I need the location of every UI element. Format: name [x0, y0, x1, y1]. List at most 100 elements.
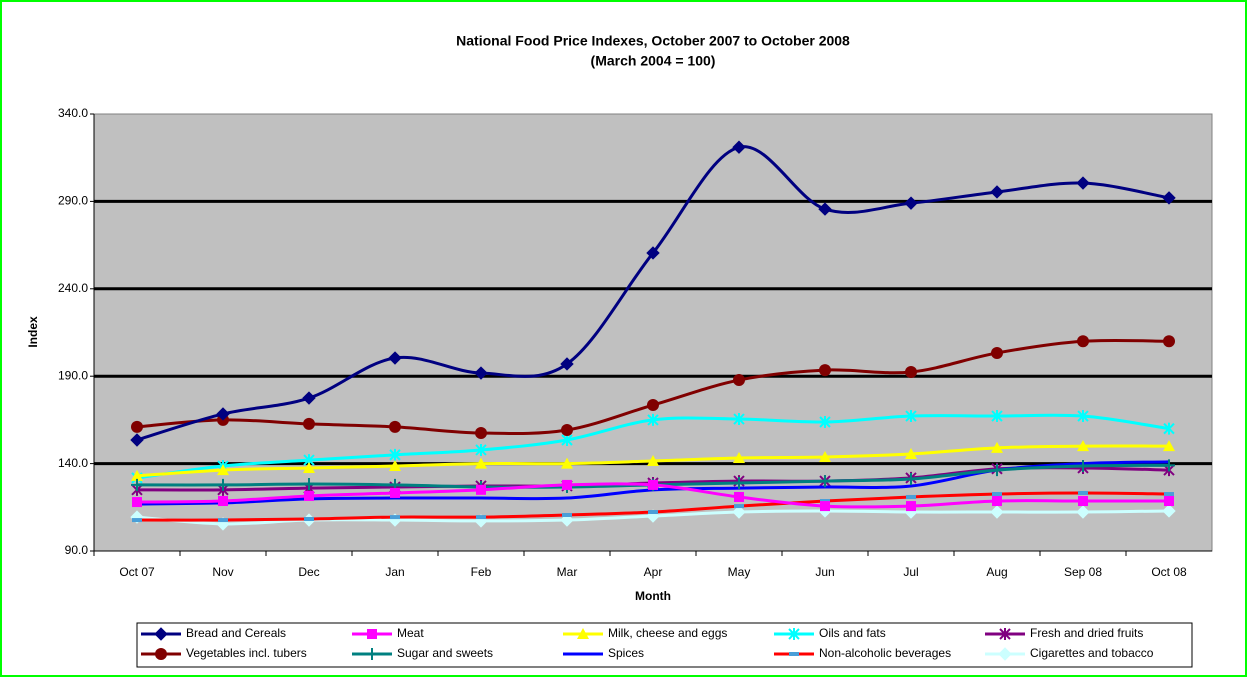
legend-marker: [998, 647, 1012, 661]
legend-label: Non-alcoholic beverages: [819, 646, 951, 660]
x-tick-label: Sep 08: [1064, 565, 1102, 579]
data-point: [389, 460, 401, 472]
data-point: [990, 185, 1004, 199]
data-point: [302, 391, 316, 405]
data-point: [820, 499, 830, 504]
data-point: [905, 472, 917, 485]
data-point: [1164, 496, 1174, 507]
data-point: [906, 494, 916, 499]
legend-label: Cigarettes and tobacco: [1030, 646, 1154, 660]
data-point: [1163, 440, 1175, 452]
data-point: [561, 457, 573, 469]
data-point: [1078, 496, 1088, 507]
x-tick-label: Dec: [298, 565, 319, 579]
x-tick-label: Aug: [986, 565, 1007, 579]
legend-label: Sugar and sweets: [397, 646, 493, 660]
y-tick-label: 190.0: [58, 368, 88, 382]
y-axis-label: Index: [26, 316, 40, 348]
data-point: [1163, 422, 1175, 435]
data-point: [906, 501, 916, 512]
data-point: [646, 246, 660, 260]
data-point: [1163, 459, 1175, 472]
data-point: [216, 407, 230, 421]
data-point: [733, 413, 745, 426]
data-point: [476, 515, 486, 520]
data-point: [130, 510, 144, 524]
data-point: [647, 413, 659, 426]
data-point: [991, 441, 1003, 453]
legend-marker: [154, 627, 168, 641]
x-tick-label: Oct 08: [1151, 565, 1187, 579]
x-tick-label: May: [728, 565, 751, 579]
x-tick-label: Mar: [557, 565, 578, 579]
data-point: [131, 469, 143, 481]
data-point: [560, 513, 574, 527]
data-point: [562, 512, 572, 517]
legend-label: Bread and Cereals: [186, 626, 286, 640]
legend-label: Fresh and dried fruits: [1030, 626, 1143, 640]
data-point: [818, 202, 832, 216]
x-tick-label: Apr: [644, 565, 663, 579]
data-point: [1077, 440, 1089, 452]
data-point: [1164, 492, 1174, 497]
legend-label: Spices: [608, 646, 644, 660]
legend-label: Milk, cheese and eggs: [608, 626, 727, 640]
x-tick-label: Jun: [815, 565, 834, 579]
data-point: [733, 374, 745, 387]
data-point: [647, 399, 659, 412]
legend-marker: [366, 648, 378, 660]
chart-subtitle: (March 2004 = 100): [591, 53, 716, 69]
data-point: [1076, 176, 1090, 190]
legend-marker: [577, 628, 589, 639]
data-point: [991, 346, 1003, 359]
x-tick-label: Jan: [385, 565, 404, 579]
y-tick-label: 290.0: [58, 194, 88, 208]
data-point: [388, 351, 402, 365]
data-point: [819, 475, 831, 488]
x-tick-label: Oct 07: [119, 565, 155, 579]
data-point: [1077, 460, 1089, 473]
data-point: [648, 479, 658, 490]
data-point: [560, 357, 574, 371]
data-point: [992, 496, 1002, 507]
legend-marker: [367, 629, 377, 639]
legend-marker: [155, 648, 167, 660]
legend-marker: [788, 628, 800, 640]
data-point: [1077, 410, 1089, 423]
data-point: [389, 420, 401, 433]
x-tick-label: Nov: [212, 565, 233, 579]
data-point: [217, 464, 229, 476]
data-point: [218, 518, 228, 523]
data-point: [732, 140, 746, 154]
x-tick-label: Jul: [903, 565, 918, 579]
data-point: [131, 478, 143, 491]
data-point: [733, 477, 745, 490]
data-point: [132, 497, 142, 508]
data-point: [905, 447, 917, 459]
data-point: [303, 461, 315, 473]
data-point: [1077, 335, 1089, 348]
data-point: [905, 366, 917, 379]
data-point: [390, 515, 400, 520]
data-point: [734, 504, 744, 509]
data-point: [819, 415, 831, 428]
data-point: [990, 505, 1004, 519]
data-point: [733, 452, 745, 464]
x-axis-label: Month: [635, 589, 671, 603]
legend-label: Meat: [397, 626, 424, 640]
legend-marker: [789, 652, 799, 656]
data-point: [304, 490, 314, 501]
data-point: [475, 443, 487, 456]
data-point: [648, 510, 658, 515]
y-tick-label: 240.0: [58, 281, 88, 295]
data-point: [992, 492, 1002, 497]
data-point: [132, 518, 142, 523]
data-point: [734, 491, 744, 502]
legend-marker: [999, 628, 1011, 640]
data-point: [303, 417, 315, 430]
data-point: [1162, 504, 1176, 518]
data-point: [474, 366, 488, 380]
data-point: [389, 448, 401, 461]
data-point: [217, 478, 229, 491]
